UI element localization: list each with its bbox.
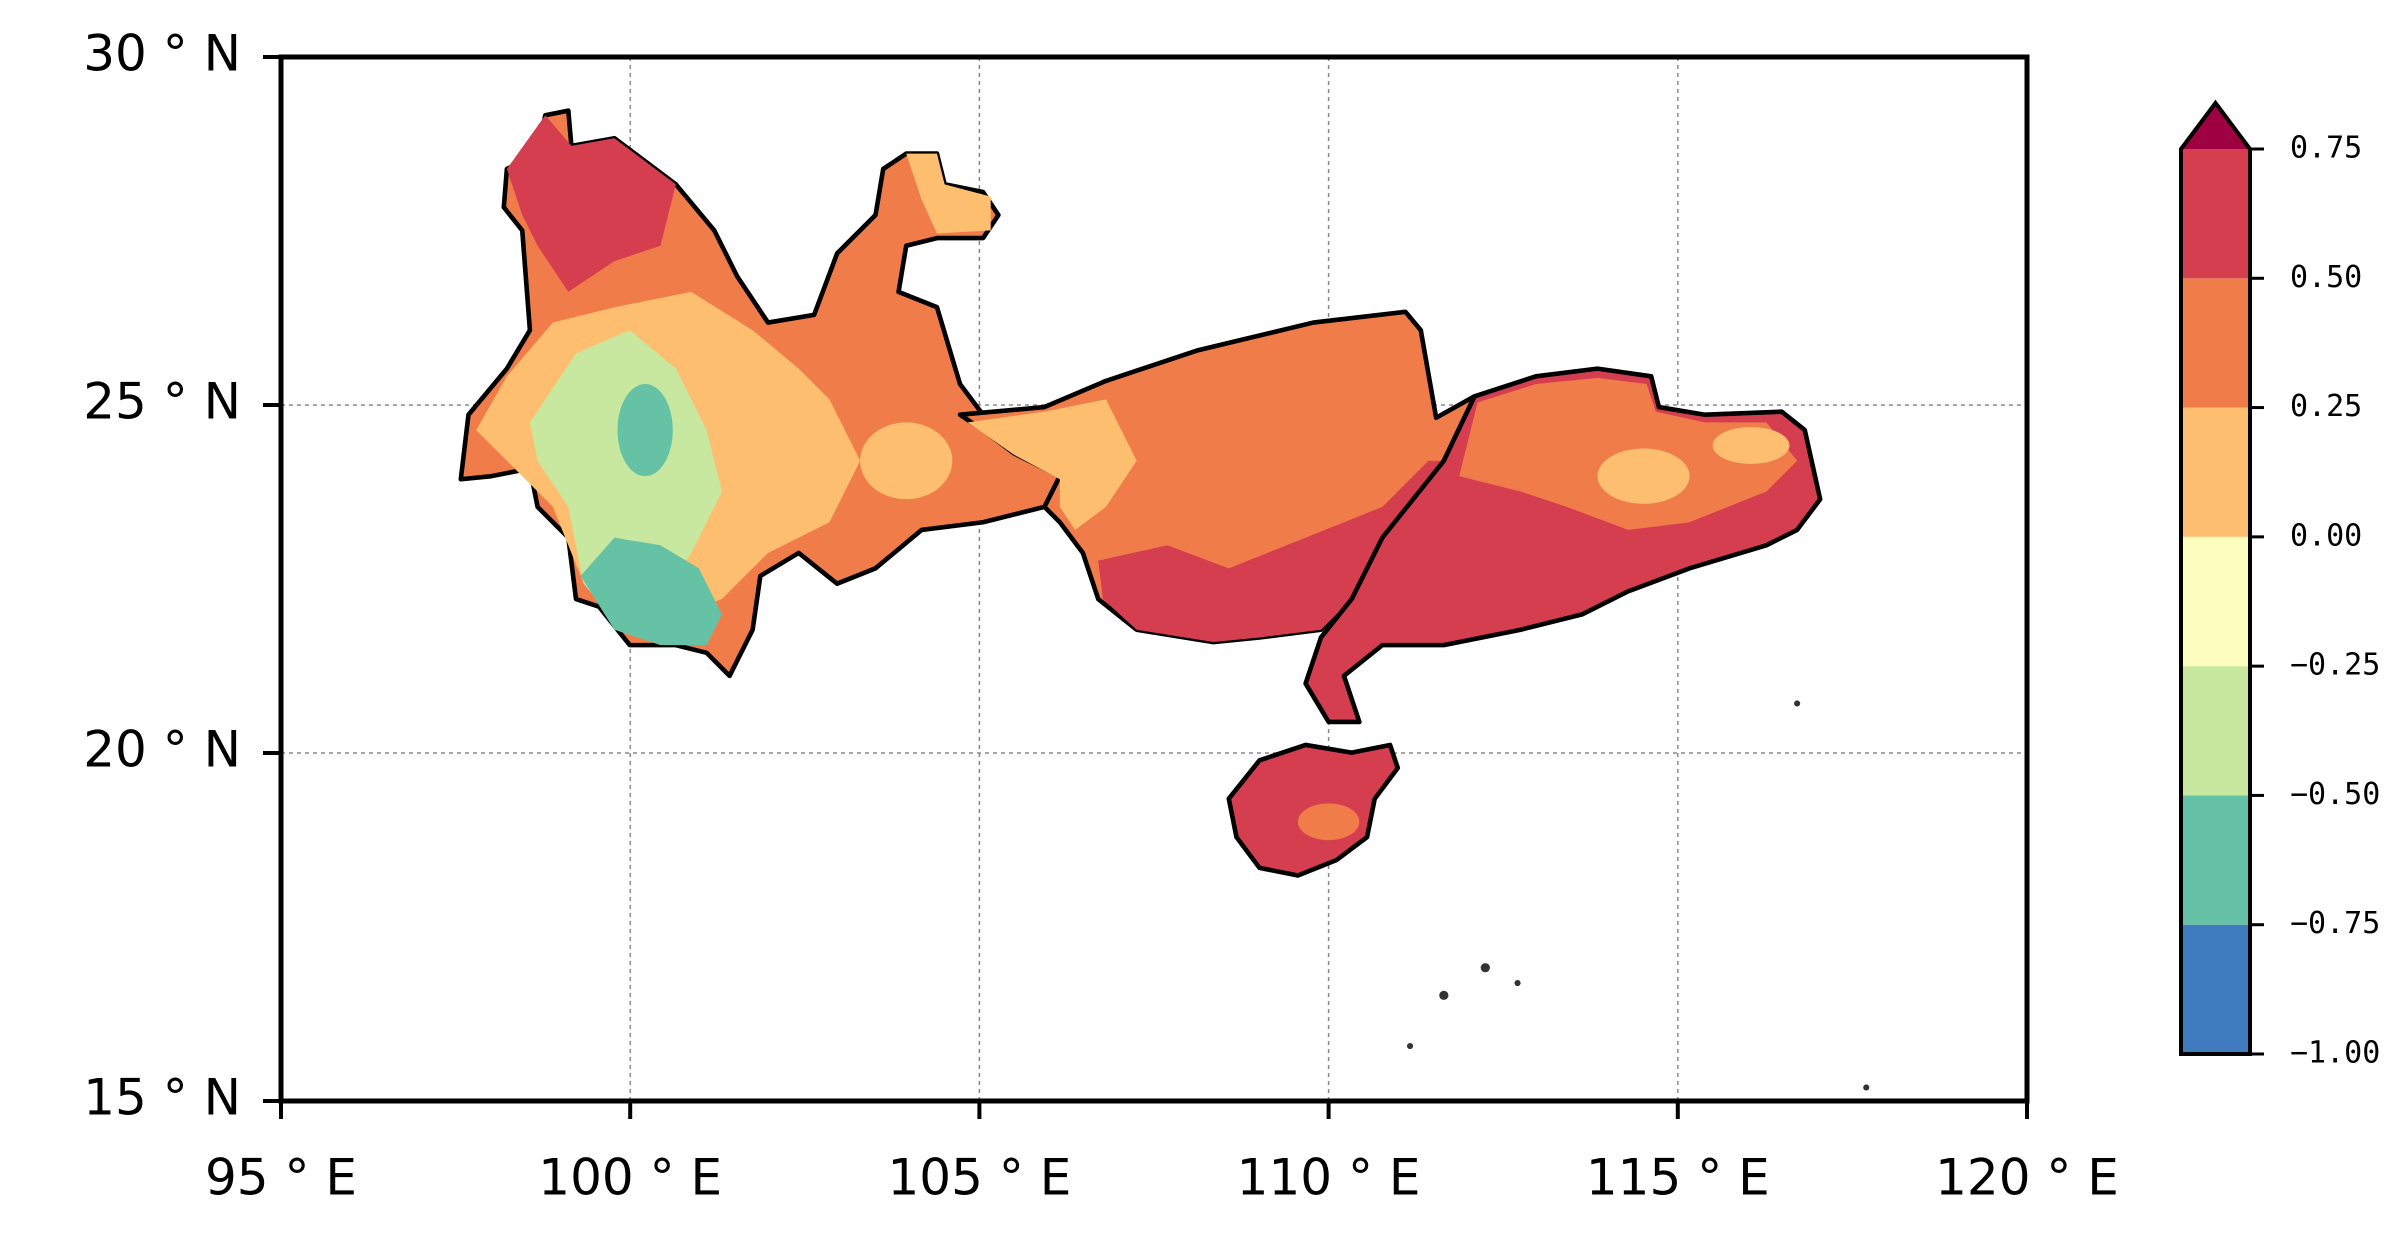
patch — [580, 537, 722, 646]
colorbar-band — [2181, 407, 2250, 537]
colorbar-band — [2181, 149, 2250, 279]
x-tick-label: 105 ° E — [887, 1149, 1071, 1207]
colorbar-band — [2181, 924, 2250, 1054]
patch — [906, 153, 991, 234]
colorbar-band — [2181, 536, 2250, 667]
x-tick-label: 100 ° E — [538, 1149, 722, 1207]
colorbar-label: 0.25 — [2290, 389, 2362, 424]
colorbar-band — [2181, 795, 2250, 925]
islands — [1406, 700, 1870, 1091]
patch — [1098, 460, 1444, 643]
colorbar-label: 0.75 — [2290, 131, 2362, 166]
patch — [967, 399, 1137, 530]
colorbar-band — [2181, 666, 2250, 796]
colorbar-label: −1.00 — [2290, 1036, 2380, 1071]
colorbar-label: −0.50 — [2290, 777, 2380, 812]
colorbar-frame — [2179, 99, 2252, 1056]
patch — [1597, 448, 1690, 504]
y-tick-label: 20 ° N — [83, 721, 241, 779]
yunnan-patches — [476, 115, 1037, 646]
colorbar-label: −0.75 — [2290, 906, 2380, 941]
island — [1439, 990, 1449, 1000]
colorbar-label: 0.00 — [2290, 518, 2362, 553]
y-tick-label: 15 ° N — [83, 1069, 241, 1127]
island — [1863, 1084, 1870, 1091]
patch — [506, 115, 676, 292]
x-tick-label: 115 ° E — [1586, 1149, 1770, 1207]
colorbar-band — [2181, 278, 2250, 408]
island — [1480, 963, 1490, 973]
patch — [1297, 803, 1360, 841]
island — [1406, 1042, 1414, 1050]
colorbar-label: 0.50 — [2290, 260, 2362, 295]
x-tick-label: 95 ° E — [205, 1149, 357, 1207]
map-area — [280, 56, 2028, 1102]
patch — [860, 422, 953, 500]
x-tick-label: 120 ° E — [1935, 1149, 2119, 1207]
y-tick-label: 25 ° N — [83, 373, 241, 431]
x-tick-label: 110 ° E — [1237, 1149, 1421, 1207]
patch — [617, 384, 673, 477]
island — [1794, 700, 1801, 707]
colorbar-extend — [2181, 103, 2250, 149]
y-tick-label: 30 ° N — [83, 25, 241, 83]
patch — [1712, 427, 1790, 464]
patch — [960, 473, 1037, 510]
island — [1514, 979, 1521, 987]
patch — [529, 330, 722, 623]
colorbar-label: −0.25 — [2290, 648, 2380, 683]
plot-frame — [278, 54, 2030, 1104]
region-shapes — [458, 108, 1870, 1091]
